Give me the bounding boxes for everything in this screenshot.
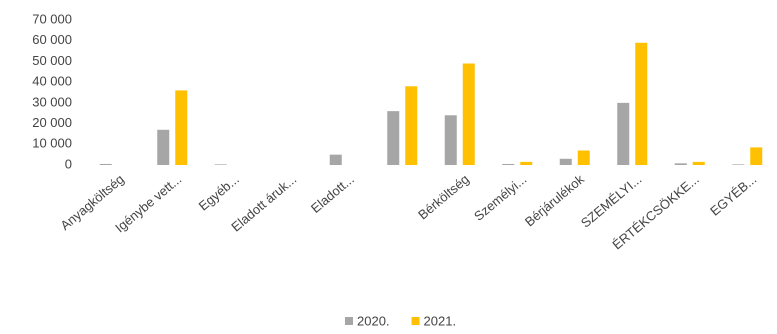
legend-label: 2021. [424, 313, 457, 328]
legend-swatch [345, 317, 353, 325]
x-tick-label: Eladott... [308, 171, 357, 215]
y-tick-label: 20 000 [32, 115, 72, 130]
y-tick-label: 0 [65, 156, 72, 171]
x-tick-label: Egyéb... [196, 171, 242, 213]
bar [750, 147, 763, 165]
bar [732, 164, 745, 165]
bar [175, 90, 188, 165]
bar [635, 42, 648, 165]
x-tick-label: Bérköltség [415, 171, 472, 222]
bar [405, 86, 418, 165]
bar [329, 154, 342, 165]
x-tick-label: Személyi... [471, 171, 529, 223]
y-tick-label: 70 000 [32, 11, 72, 26]
bar [520, 161, 533, 165]
bar [674, 163, 687, 165]
legend-label: 2020. [357, 313, 390, 328]
bar [214, 164, 227, 165]
legend-swatch [411, 317, 420, 325]
bar [617, 102, 630, 165]
x-tick-label: EGYÉB... [707, 171, 759, 218]
bar [559, 158, 572, 165]
bar [387, 111, 400, 165]
bar [444, 115, 457, 165]
bar [99, 163, 112, 165]
y-tick-label: 30 000 [32, 94, 72, 109]
bar [692, 161, 705, 165]
y-tick-label: 40 000 [32, 74, 72, 89]
bar [577, 150, 590, 165]
bar [462, 63, 475, 165]
bar [502, 163, 515, 165]
y-tick-label: 60 000 [32, 32, 72, 47]
x-tick-label: Bérjárulékok [522, 171, 587, 229]
y-tick-label: 10 000 [32, 136, 72, 151]
bar [157, 129, 170, 165]
y-tick-label: 50 000 [32, 53, 72, 68]
